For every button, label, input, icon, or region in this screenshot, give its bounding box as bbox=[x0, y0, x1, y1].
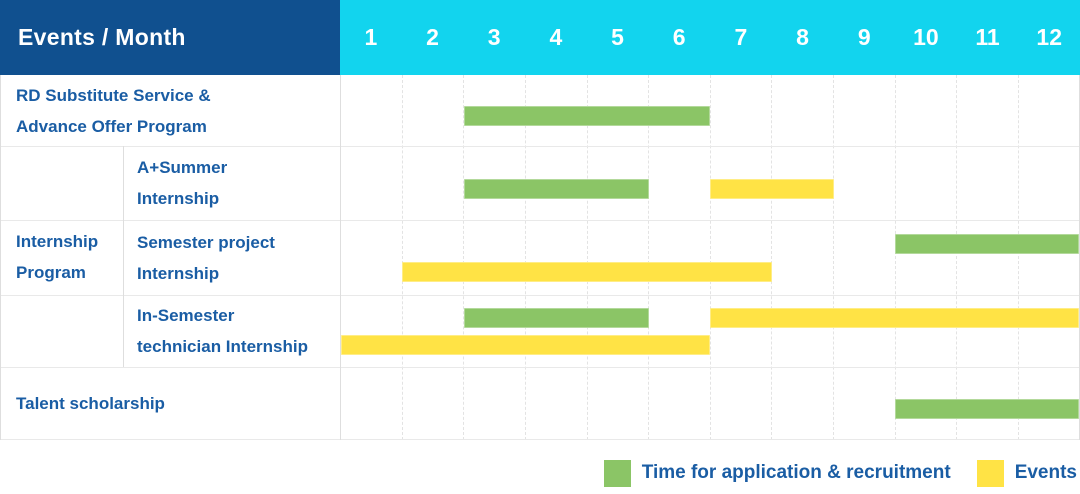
gantt-bar-application bbox=[463, 178, 649, 199]
gantt-bar-events bbox=[710, 307, 1079, 328]
month-gridline bbox=[1017, 75, 1019, 440]
row-label-in-semester-technician: In-Semester technician Internship bbox=[137, 306, 308, 356]
row-separator-line bbox=[0, 367, 1080, 368]
row-separator-line bbox=[0, 439, 1080, 440]
row-separator-line bbox=[0, 146, 1080, 147]
month-header-12: 12 bbox=[1036, 24, 1063, 50]
gantt-bar-application bbox=[463, 106, 711, 127]
green-swatch-icon bbox=[603, 459, 631, 487]
row-label-a-summer-internship: A+Summer Internship bbox=[137, 158, 228, 208]
month-header-5: 5 bbox=[611, 24, 624, 50]
gantt-bar-application bbox=[895, 399, 1079, 420]
legend-label-events: Events bbox=[1014, 462, 1077, 483]
table-left-border bbox=[0, 75, 1, 440]
month-header-8: 8 bbox=[796, 24, 809, 50]
group-subrow-divider bbox=[122, 146, 124, 367]
label-grid-divider bbox=[339, 75, 341, 440]
row-separator-line bbox=[0, 295, 1080, 296]
month-gridline bbox=[894, 75, 896, 440]
gantt-bar-events bbox=[340, 334, 711, 355]
group-label-internship-program: Internship Program bbox=[16, 231, 99, 282]
month-gridline bbox=[771, 75, 773, 440]
month-header-10: 10 bbox=[913, 24, 939, 50]
month-gridline bbox=[956, 75, 958, 440]
month-gridline bbox=[586, 75, 588, 440]
month-header-2: 2 bbox=[426, 24, 439, 50]
month-gridline bbox=[648, 75, 650, 440]
yellow-swatch-icon bbox=[976, 459, 1004, 487]
month-header-1: 1 bbox=[364, 24, 378, 50]
month-gridline bbox=[833, 75, 834, 440]
month-header-6: 6 bbox=[672, 24, 686, 50]
month-header-3: 3 bbox=[487, 24, 501, 50]
legend-item-application: Time for application & recruitment bbox=[603, 459, 951, 487]
row-separator-line bbox=[0, 220, 1080, 221]
month-gridline bbox=[463, 75, 465, 440]
page-title: Events / Month bbox=[18, 24, 186, 50]
gantt-bar-events bbox=[710, 178, 834, 199]
legend-label-application: Time for application & recruitment bbox=[641, 462, 951, 483]
legend-item-events: Events bbox=[976, 459, 1077, 487]
month-gridline bbox=[401, 75, 403, 440]
header-title-cell: Events / Month bbox=[0, 0, 340, 75]
row-label-rd-substitute: RD Substitute Service & Advance Offer Pr… bbox=[16, 85, 211, 136]
gantt-bar-application bbox=[895, 233, 1079, 254]
row-label-semester-project-internship: Semester project Internship bbox=[137, 232, 275, 283]
month-header-4: 4 bbox=[549, 24, 563, 50]
gantt-bar-events bbox=[402, 261, 772, 282]
month-header-7: 7 bbox=[734, 24, 748, 50]
month-header-row: 1 2 3 4 5 6 7 8 9 10 11 12 bbox=[340, 0, 1080, 75]
month-gridline bbox=[524, 75, 526, 440]
gantt-bar-application bbox=[463, 307, 649, 328]
month-header-9: 9 bbox=[857, 24, 871, 50]
chart-legend: Time for application & recruitment Event… bbox=[603, 456, 1077, 490]
month-header-11: 11 bbox=[975, 24, 1000, 50]
row-label-talent-scholarship: Talent scholarship bbox=[16, 394, 165, 413]
month-gridline bbox=[709, 75, 711, 440]
